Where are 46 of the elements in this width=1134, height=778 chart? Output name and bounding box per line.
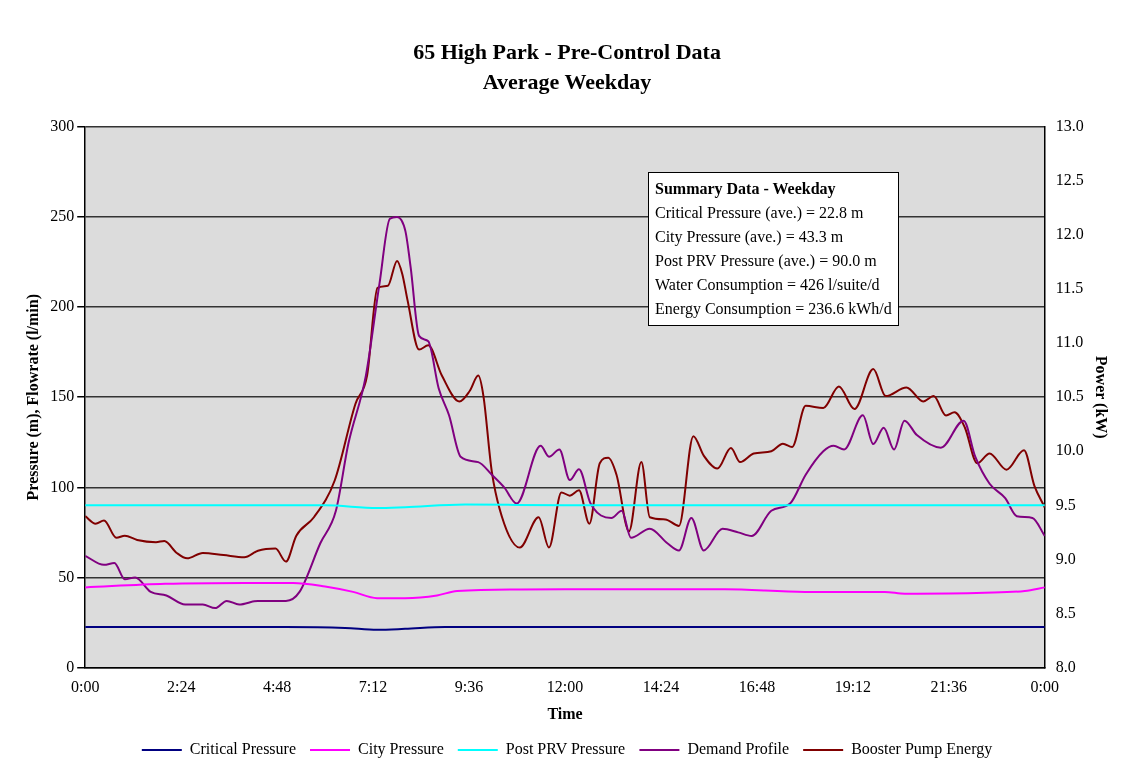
- annotation: Water Consumption = 426 l/suite/d: [655, 275, 881, 296]
- y2-tick-label: 11.5: [1055, 279, 1084, 297]
- x-tick-label: 0:00: [70, 678, 100, 696]
- x-tick-label: 21:36: [930, 678, 968, 696]
- chart-title: 65 High Park - Pre-Control Data: [413, 38, 721, 64]
- annotation: Energy Consumption = 236.6 kWh/d: [655, 299, 892, 320]
- line-series: [85, 581, 1045, 600]
- legend-label: Demand Profile: [687, 740, 790, 758]
- y-tick-label: 50: [58, 567, 75, 585]
- y2-tick-label: 9.5: [1055, 495, 1076, 513]
- x-tick-label: 19:12: [834, 678, 872, 696]
- y-tick-label: 150: [50, 387, 75, 405]
- x-tick-label: 0:00: [1030, 678, 1060, 696]
- y2-tick-label: 13.0: [1055, 117, 1084, 134]
- legend-label: Critical Pressure: [189, 740, 297, 758]
- y2-tick-label: 8.0: [1055, 657, 1076, 675]
- chart-subtitle: Average Weekday: [482, 69, 652, 95]
- x-axis-title: Time: [547, 704, 583, 722]
- annotation: Critical Pressure (ave.) = 22.8 m: [655, 203, 865, 224]
- x-tick-label: 2:24: [166, 678, 196, 696]
- y2-tick-label: 9.0: [1055, 549, 1076, 567]
- y2-axis-title: Power (kW): [1092, 355, 1111, 439]
- y-tick-label: 100: [50, 477, 75, 495]
- y-tick-label: 250: [50, 207, 75, 225]
- annotation: Summary Data - Weekday: [655, 179, 837, 200]
- y2-tick-label: 10.5: [1055, 387, 1084, 405]
- y-tick-label: 200: [50, 297, 75, 315]
- legend-label: City Pressure: [358, 740, 444, 759]
- x-tick-label: 16:48: [738, 678, 776, 696]
- legend-label: Booster Pump Energy: [851, 740, 993, 759]
- x-tick-label: 4:48: [262, 678, 292, 696]
- y2-tick-label: 11.0: [1055, 333, 1084, 351]
- annotation: City Pressure (ave.) = 43.3 m: [655, 227, 845, 248]
- x-tick-label: 14:24: [642, 678, 680, 696]
- y2-tick-label: 10.0: [1055, 441, 1084, 459]
- annotation: Post PRV Pressure (ave.) = 90.0 m: [655, 251, 878, 272]
- legend-label: Post PRV Pressure: [505, 740, 626, 758]
- y2-tick-label: 8.5: [1055, 603, 1076, 621]
- y2-tick-label: 12.5: [1055, 171, 1084, 189]
- y-tick-label: 0: [66, 657, 75, 675]
- x-tick-label: 7:12: [358, 678, 388, 696]
- x-tick-label: 9:36: [454, 678, 484, 696]
- y-tick-label: 300: [50, 117, 75, 134]
- y2-tick-label: 12.0: [1055, 225, 1084, 243]
- x-tick-label: 12:00: [546, 678, 584, 696]
- y-axis-title: Pressure (m), Flowrate (l/min): [23, 293, 42, 501]
